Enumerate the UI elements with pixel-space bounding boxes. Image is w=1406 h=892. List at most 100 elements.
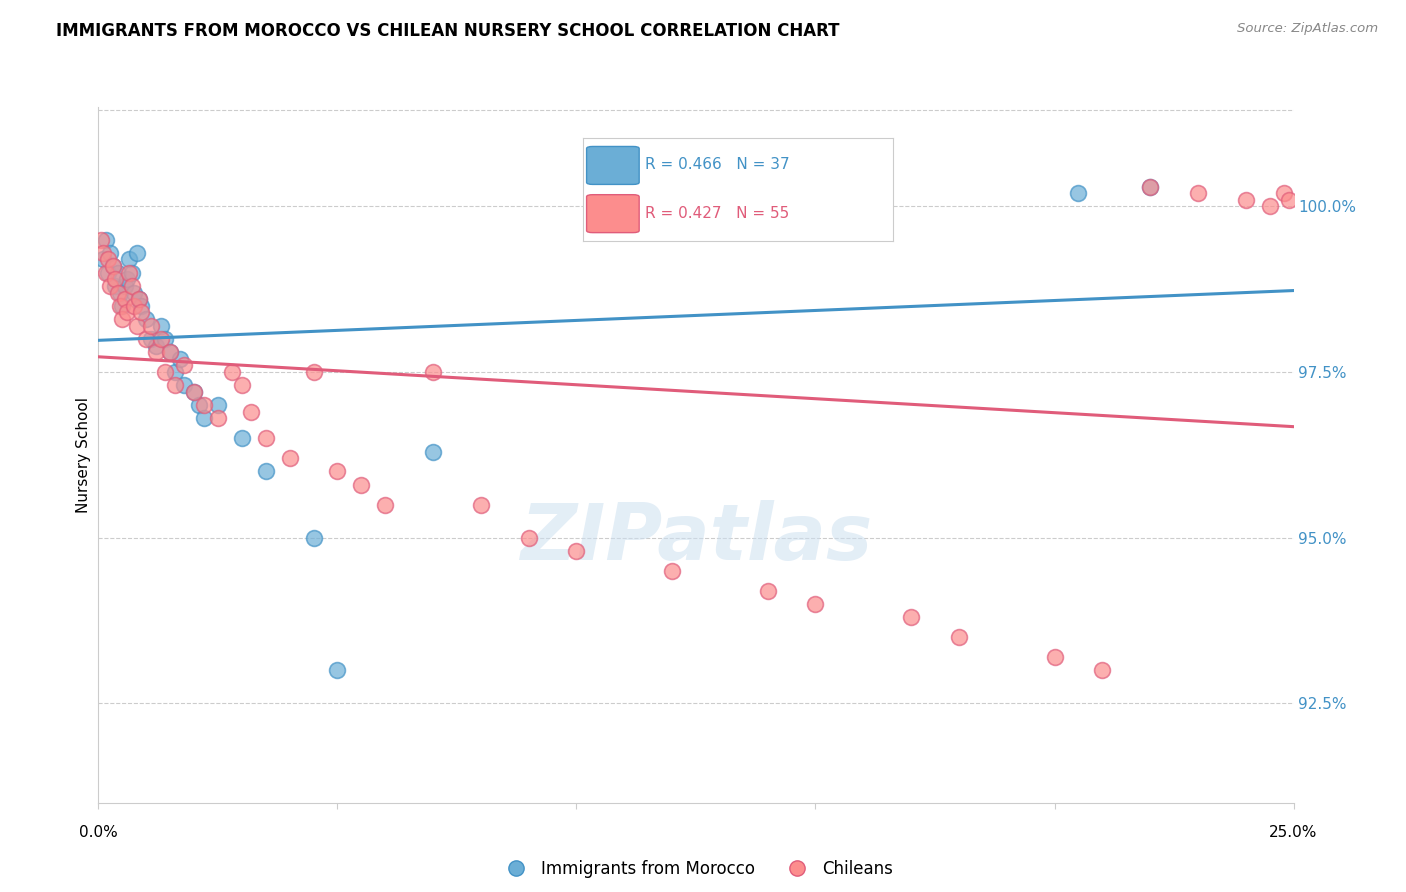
Point xyxy=(302,365,325,379)
Point xyxy=(97,266,120,280)
Point xyxy=(104,272,127,286)
Point xyxy=(97,252,120,267)
Point xyxy=(163,378,186,392)
Point xyxy=(124,285,146,300)
Point xyxy=(207,411,229,425)
Point xyxy=(661,564,683,578)
Point xyxy=(125,318,148,333)
Point xyxy=(107,266,129,280)
Text: ZIPatlas: ZIPatlas xyxy=(520,500,872,576)
Point xyxy=(169,351,191,366)
Point xyxy=(173,359,195,373)
Point xyxy=(108,285,131,300)
Point xyxy=(149,318,172,333)
Point xyxy=(124,299,146,313)
Point xyxy=(1043,650,1066,665)
Point xyxy=(1067,186,1090,201)
Point xyxy=(104,279,127,293)
Point xyxy=(374,498,396,512)
Point xyxy=(221,365,243,379)
Point xyxy=(302,531,325,545)
Text: IMMIGRANTS FROM MOROCCO VS CHILEAN NURSERY SCHOOL CORRELATION CHART: IMMIGRANTS FROM MOROCCO VS CHILEAN NURSE… xyxy=(56,22,839,40)
Point xyxy=(128,292,150,306)
FancyBboxPatch shape xyxy=(586,194,640,233)
Text: 0.0%: 0.0% xyxy=(79,825,118,840)
Point xyxy=(183,384,205,399)
Point xyxy=(108,299,131,313)
Point xyxy=(254,465,277,479)
Point xyxy=(155,365,177,379)
Point xyxy=(145,345,167,359)
Point xyxy=(114,279,136,293)
Text: 25.0%: 25.0% xyxy=(1270,825,1317,840)
Point xyxy=(422,444,444,458)
Y-axis label: Nursery School: Nursery School xyxy=(76,397,91,513)
Point xyxy=(173,378,195,392)
Point xyxy=(470,498,492,512)
Text: Source: ZipAtlas.com: Source: ZipAtlas.com xyxy=(1237,22,1378,36)
Point xyxy=(517,531,540,545)
Point xyxy=(1272,186,1295,201)
Text: R = 0.466   N = 37: R = 0.466 N = 37 xyxy=(645,157,790,172)
Point xyxy=(98,245,122,260)
Point xyxy=(125,245,148,260)
Point xyxy=(326,465,349,479)
Point xyxy=(111,312,134,326)
Point xyxy=(145,338,167,352)
Point xyxy=(90,233,112,247)
Legend: Immigrants from Morocco, Chileans: Immigrants from Morocco, Chileans xyxy=(492,854,900,885)
Point xyxy=(94,233,117,247)
Point xyxy=(1234,193,1257,207)
Point xyxy=(91,252,114,267)
Point xyxy=(193,411,215,425)
Point xyxy=(350,477,373,491)
Point xyxy=(111,299,134,313)
Point xyxy=(118,252,141,267)
Point xyxy=(118,266,141,280)
Point xyxy=(94,266,117,280)
Point xyxy=(91,245,114,260)
Point xyxy=(115,305,138,319)
Point xyxy=(193,398,215,412)
Point xyxy=(159,345,181,359)
FancyBboxPatch shape xyxy=(586,146,640,185)
Point xyxy=(183,384,205,399)
Point xyxy=(101,259,124,273)
Point xyxy=(756,583,779,598)
Point xyxy=(1139,179,1161,194)
Point xyxy=(114,292,136,306)
Point xyxy=(121,279,143,293)
Point xyxy=(278,451,301,466)
Point xyxy=(101,259,124,273)
Point xyxy=(139,318,162,333)
Point xyxy=(159,345,181,359)
Point xyxy=(254,431,277,445)
Point xyxy=(135,332,157,346)
Point xyxy=(900,610,922,624)
Point xyxy=(98,279,122,293)
Point xyxy=(422,365,444,379)
Point xyxy=(121,266,143,280)
Point xyxy=(128,292,150,306)
Point xyxy=(240,405,263,419)
Point xyxy=(187,398,209,412)
Point xyxy=(231,378,253,392)
Text: R = 0.427   N = 55: R = 0.427 N = 55 xyxy=(645,206,790,220)
Point xyxy=(163,365,186,379)
Point xyxy=(207,398,229,412)
Point xyxy=(139,332,162,346)
Point xyxy=(1187,186,1209,201)
Point xyxy=(231,431,253,445)
Point xyxy=(1139,179,1161,194)
Point xyxy=(565,544,588,558)
Point xyxy=(135,312,157,326)
Point xyxy=(107,285,129,300)
Point xyxy=(155,332,177,346)
Point xyxy=(115,272,138,286)
Point xyxy=(326,663,349,677)
Point xyxy=(948,630,970,644)
Point xyxy=(804,597,827,611)
Point xyxy=(1278,193,1301,207)
Point xyxy=(131,305,153,319)
Point xyxy=(1258,199,1281,213)
